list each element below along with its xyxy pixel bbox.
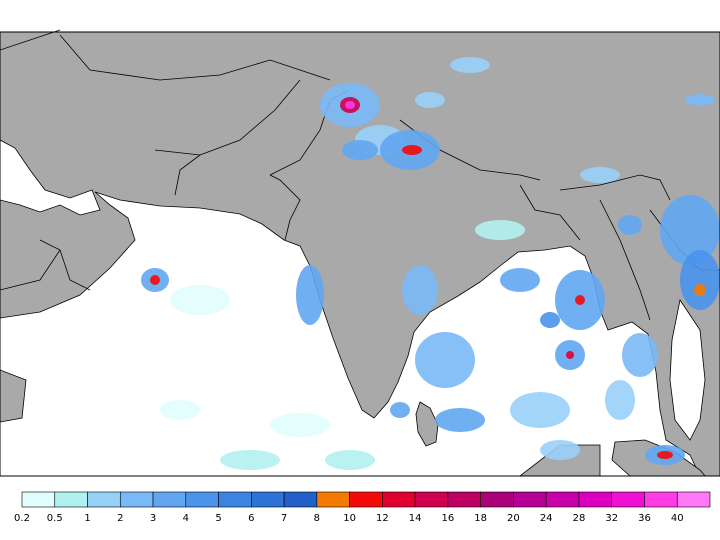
precip-patch (150, 275, 160, 285)
color-legend: 0.2 0.5 1 2 3 4 5 6 7 8 10 12 14 16 18 20 24 28 32 36 40 (14, 491, 711, 524)
legend-label: 20 (507, 513, 520, 524)
precip-patch (622, 333, 658, 377)
legend-swatch (349, 491, 383, 508)
andaman-sea (669, 298, 706, 441)
precip-patch (450, 57, 490, 73)
precip-patch (402, 265, 438, 315)
legend-label: 8 (314, 513, 320, 524)
legend-label: 40 (671, 513, 684, 524)
precip-patch (390, 402, 410, 418)
sri-lanka (415, 401, 439, 447)
border (39, 239, 91, 291)
legend-label: 6 (248, 513, 254, 524)
precip-patch (415, 92, 445, 108)
precip-patch (325, 450, 375, 470)
legend-swatch (611, 491, 645, 508)
border (0, 29, 61, 51)
persian-gulf (0, 139, 101, 216)
legend-swatch (251, 491, 285, 508)
legend-label: 10 (343, 513, 356, 524)
legend-swatch (447, 491, 481, 508)
border (59, 34, 331, 81)
precip-patch (500, 268, 540, 292)
precip-patch (694, 284, 706, 296)
precip-patch (435, 408, 485, 432)
legend-swatch (513, 491, 547, 508)
precip-patch (657, 451, 673, 459)
legend-label: 4 (183, 513, 189, 524)
border (0, 249, 61, 291)
legend-swatch (414, 491, 449, 508)
legend-label: 36 (638, 513, 651, 524)
legend-swatch (21, 491, 56, 508)
map-frame (0, 31, 720, 477)
legend-label: 5 (215, 513, 221, 524)
legend-label: 16 (442, 513, 455, 524)
legend-label: 0.2 (14, 513, 30, 524)
legend-label: 28 (573, 513, 586, 524)
precip-patch (475, 220, 525, 240)
legend-swatch (578, 491, 613, 508)
border (174, 154, 201, 196)
legend-swatch (87, 491, 121, 508)
precip-patch (685, 94, 715, 106)
precip-patch (660, 195, 720, 265)
precip-patch (540, 312, 560, 328)
precip-patch (680, 250, 720, 310)
legend-swatch (316, 491, 350, 508)
precip-patch (580, 167, 620, 183)
border (599, 199, 651, 321)
precip-patch (566, 351, 574, 359)
precip-patch (540, 440, 580, 460)
legend-swatch (644, 491, 678, 508)
precip-patch (342, 140, 378, 160)
legend-swatch (545, 491, 580, 508)
precip-patch (160, 400, 200, 420)
precip-patch (170, 285, 230, 315)
precipitation (141, 57, 720, 470)
border (269, 174, 301, 241)
legend-swatch (283, 491, 318, 508)
legend-swatch (185, 491, 219, 508)
legend-swatch (676, 491, 711, 508)
precip-patch (220, 450, 280, 470)
borders (0, 29, 720, 321)
legend-label: 1 (84, 513, 90, 524)
legend-label: 7 (281, 513, 287, 524)
legend-label: 18 (474, 513, 487, 524)
precip-patch (575, 295, 585, 305)
precip-patch (296, 265, 324, 325)
legend-label: 24 (540, 513, 553, 524)
legend-label: 2 (117, 513, 123, 524)
precip-patch (510, 392, 570, 428)
border (154, 79, 301, 156)
legend-swatch (119, 491, 154, 508)
precip-patch (415, 332, 475, 388)
border (559, 174, 671, 201)
border (519, 184, 581, 241)
legend-label: 0.5 (47, 513, 63, 524)
legend-label: 14 (409, 513, 422, 524)
precip-patch (345, 101, 355, 109)
map (0, 29, 720, 477)
legend-swatch (218, 491, 252, 508)
legend-swatch (152, 491, 187, 508)
precip-patch (402, 145, 422, 155)
legend-label: 3 (150, 513, 156, 524)
precip-patch (270, 413, 330, 437)
legend-swatch (54, 491, 88, 508)
legend-swatch (382, 491, 416, 508)
precip-patch (605, 380, 635, 420)
precip-patch (618, 215, 642, 235)
legend-label: 12 (376, 513, 389, 524)
legend-swatch (480, 491, 514, 508)
legend-label: 32 (605, 513, 618, 524)
